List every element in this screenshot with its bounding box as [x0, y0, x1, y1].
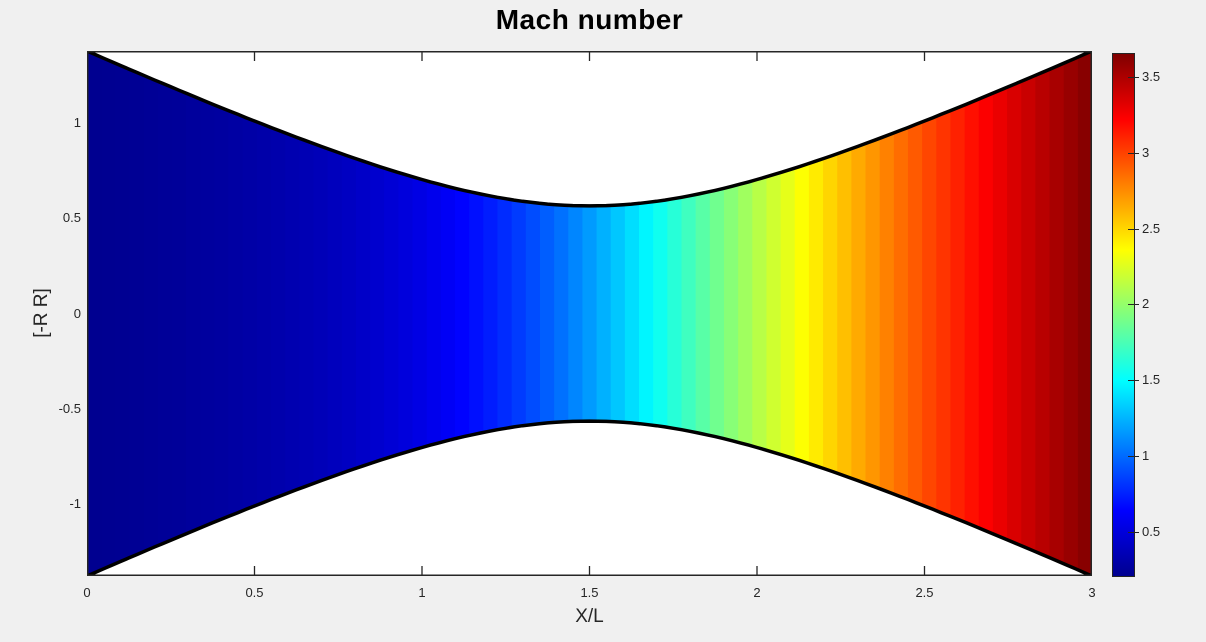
x-axis-tick-label: 3	[1088, 585, 1096, 600]
colorbar-tick-label: 0.5	[1142, 523, 1161, 539]
colorbar-tick-label: 3.5	[1142, 69, 1161, 85]
colorbar-tick-mark	[1128, 228, 1139, 230]
colorbar-tick-mark	[1128, 304, 1139, 306]
y-axis-tick-label: -0.5	[58, 400, 81, 416]
x-axis-tick-label: 0	[83, 585, 91, 600]
colorbar-tick-mark	[1128, 77, 1139, 79]
x-axis-tick-label: 2	[753, 585, 761, 600]
y-axis-tick-label: 0	[73, 305, 81, 321]
x-axis-tick-label: 1	[418, 585, 426, 600]
colorbar-tick-label: 2.5	[1142, 220, 1161, 236]
x-axis-tick-label: 2.5	[915, 585, 934, 600]
x-axis-tick-label: 1.5	[580, 585, 599, 600]
colorbar-tick-label: 3	[1142, 145, 1150, 160]
colorbar-tick-label: 1	[1142, 447, 1150, 463]
colorbar-tick-label: 1.5	[1142, 372, 1161, 388]
y-axis-tick-label: -1	[69, 496, 81, 512]
nozzle-heatmap-plot	[87, 51, 1092, 576]
colorbar-tick-mark	[1128, 153, 1139, 154]
colorbar	[1112, 53, 1135, 577]
x-axis-tick-label: 0.5	[245, 585, 264, 600]
chart-title: Mach number	[495, 4, 684, 35]
colorbar-tick-mark	[1128, 380, 1139, 382]
x-axis-label: X/L	[575, 606, 604, 627]
y-axis-tick-label: 0.5	[62, 210, 81, 226]
colorbar-tick-mark	[1128, 531, 1139, 533]
colorbar-tick-mark	[1128, 455, 1139, 457]
y-axis-tick-label: 1	[73, 114, 81, 130]
colorbar-tick-label: 2	[1142, 296, 1150, 312]
